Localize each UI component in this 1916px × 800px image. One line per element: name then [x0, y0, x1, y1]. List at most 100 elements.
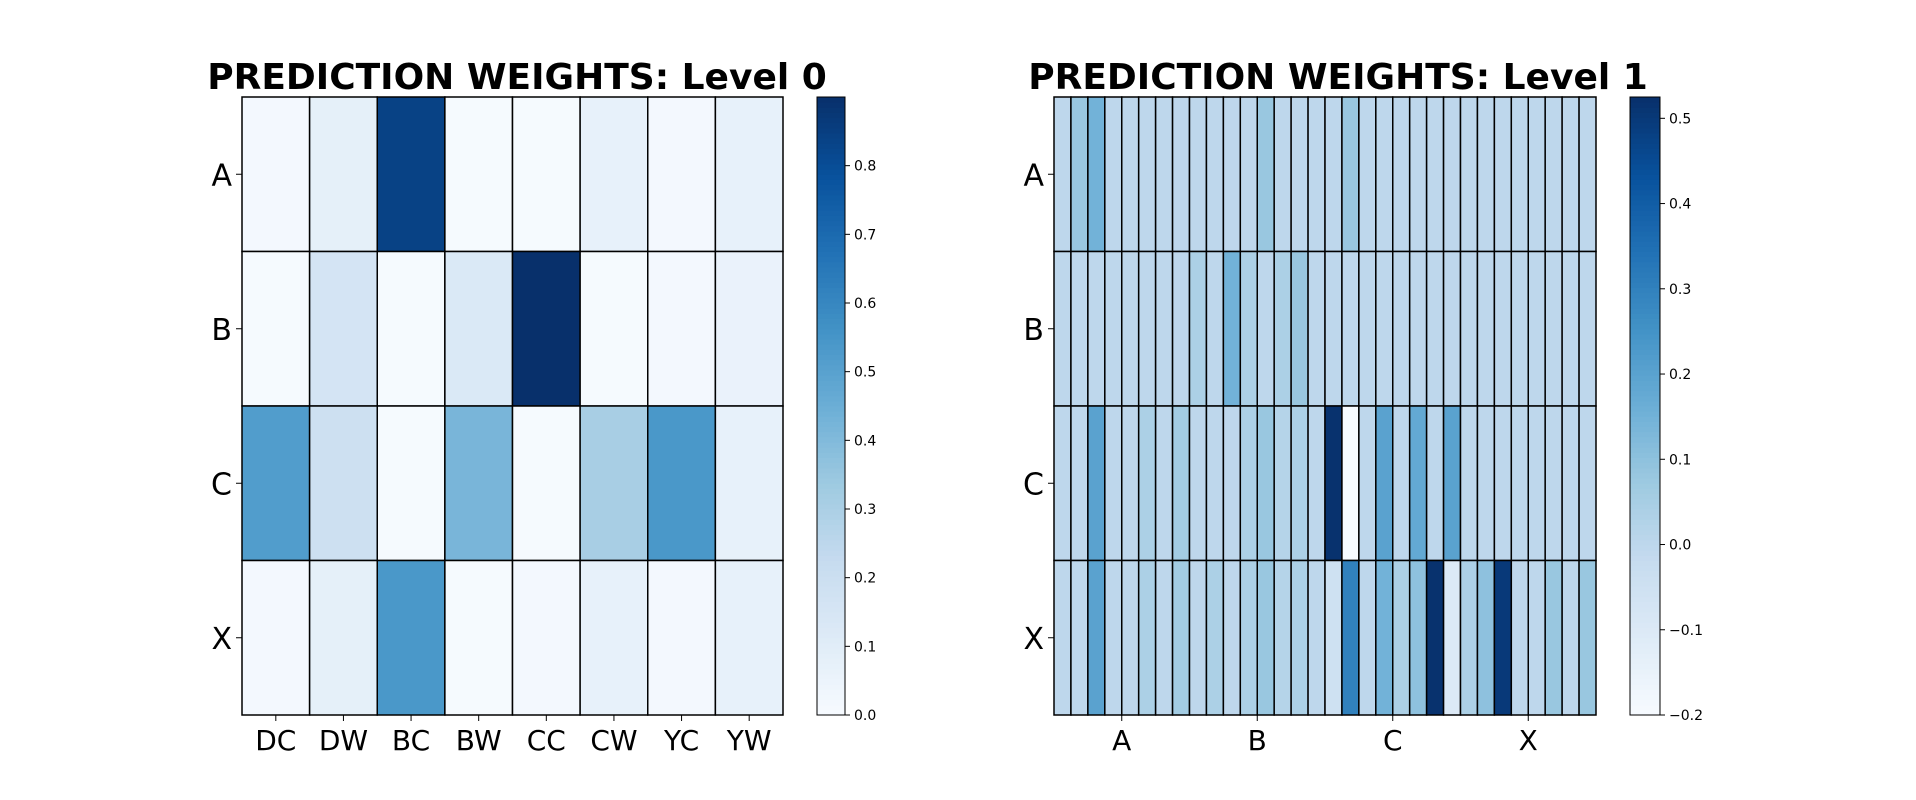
heatmap-cell: [1239, 250, 1258, 407]
colorbar-segment: [1630, 478, 1660, 484]
column-label: CW: [590, 724, 637, 757]
heatmap-cell: [1459, 559, 1479, 716]
heatmap-cell: [308, 250, 378, 407]
heatmap-cell: [647, 250, 717, 407]
heatmap-cell: [1442, 559, 1462, 716]
row-label: A: [211, 158, 232, 193]
heatmap-cell: [1442, 405, 1462, 562]
heatmap-cell: [1425, 559, 1445, 716]
colorbar-segment: [817, 406, 845, 412]
colorbar-segment: [1630, 709, 1660, 716]
colorbar-segment: [1630, 112, 1660, 119]
colorbar-segment: [817, 328, 845, 335]
colorbar-segment: [817, 112, 845, 119]
heatmap-cell: [1578, 96, 1597, 253]
colorbar-segment: [817, 390, 845, 397]
heatmap-cell: [1137, 405, 1157, 562]
heatmap-cell: [1358, 96, 1377, 253]
colorbar-segment: [1630, 359, 1660, 366]
colorbar-segment: [817, 138, 845, 144]
heatmap-cell: [511, 250, 581, 407]
colorbar-segment: [817, 663, 845, 670]
row-label: X: [211, 622, 232, 657]
heatmap-cell: [1510, 250, 1529, 407]
colorbar-segment: [817, 225, 845, 232]
colorbar-segment: [817, 117, 845, 124]
colorbar-segment: [1630, 225, 1660, 232]
heatmap-cell: [1341, 559, 1360, 716]
colorbar-segment: [1630, 431, 1660, 438]
heatmap-cell: [1493, 405, 1513, 562]
colorbar-segment: [1630, 163, 1660, 170]
colorbar: −0.2 −0.1 0.0 0.1 0.2 0.3 0.4 0.5: [1629, 96, 1703, 724]
colorbar-segment: [817, 97, 845, 103]
colorbar-frame: [1629, 96, 1661, 716]
heatmap-cell: [241, 405, 311, 562]
colorbar-segment: [1630, 452, 1660, 458]
column-label: YC: [663, 724, 699, 757]
colorbar-segment: [1630, 421, 1660, 428]
colorbar-segment: [817, 158, 845, 165]
heatmap-cell: [647, 405, 717, 562]
colorbar-segment: [1630, 632, 1660, 639]
heatmap-cell: [1459, 96, 1479, 253]
heatmap-cell: [1154, 405, 1174, 562]
heatmap-level-1: PREDICTION WEIGHTS: Level 1 A B C X A B C X −0…: [1023, 57, 1703, 757]
colorbar-segment: [1630, 699, 1660, 706]
colorbar-segment: [1630, 648, 1660, 654]
colorbar-segment: [1630, 462, 1660, 469]
colorbar-segment: [1630, 349, 1660, 355]
colorbar-segment: [817, 359, 845, 366]
colorbar-segment: [817, 205, 845, 211]
heatmap-cell: [1053, 405, 1072, 562]
colorbar-segment: [1630, 472, 1660, 479]
colorbar-segment: [1630, 555, 1660, 561]
colorbar-segment: [1630, 447, 1660, 453]
colorbar-segment: [1630, 637, 1660, 644]
colorbar-segment: [1630, 570, 1660, 577]
colorbar-segment: [817, 689, 845, 695]
heatmap-cell: [308, 405, 378, 562]
colorbar-segment: [1630, 158, 1660, 165]
colorbar-segment: [817, 550, 845, 556]
heatmap-cell: [241, 96, 311, 253]
heatmap-cell: [1205, 559, 1225, 716]
colorbar-segment: [1630, 575, 1660, 582]
colorbar-segment: [817, 586, 845, 592]
colorbar-segment: [1630, 601, 1660, 608]
colorbar-segment: [817, 673, 845, 680]
colorbar: 0.0 0.1 0.2 0.3 0.4 0.5 0.6 0.7 0.8: [816, 96, 876, 724]
heatmap-cell: [1307, 405, 1326, 562]
heatmap-cell: [1137, 250, 1157, 407]
colorbar-segment: [817, 519, 845, 525]
colorbar-segment: [1630, 426, 1660, 433]
column-label: BW: [456, 724, 502, 757]
heatmap-cell: [1070, 96, 1089, 253]
colorbar-segment: [817, 369, 845, 376]
colorbar-segment: [1630, 581, 1660, 587]
colorbar-tick-label: 0.4: [1669, 197, 1691, 213]
colorbar-segment: [1630, 205, 1660, 211]
heatmap-cell: [579, 96, 649, 253]
heatmap-cell: [1222, 250, 1242, 407]
heatmap-cell: [376, 559, 446, 716]
colorbar-segment: [1630, 246, 1660, 252]
heatmap-cell: [1476, 405, 1496, 562]
colorbar-segment: [817, 174, 845, 180]
colorbar-segment: [1630, 189, 1660, 196]
colorbar-segment: [1630, 179, 1660, 186]
colorbar-segment: [1630, 292, 1660, 299]
colorbar-segment: [1630, 663, 1660, 670]
colorbar-segment: [817, 653, 845, 659]
colorbar-segment: [1630, 545, 1660, 551]
colorbar-segment: [817, 426, 845, 433]
colorbar-segment: [817, 565, 845, 572]
heatmap-cell: [1324, 405, 1343, 562]
colorbar-segment: [1630, 333, 1660, 340]
heatmap-cell: [1459, 405, 1479, 562]
column-group-label: C: [1383, 724, 1403, 757]
colorbar-segment: [1630, 272, 1660, 278]
heatmap-cell: [1273, 96, 1292, 253]
heatmap-cell: [1425, 96, 1445, 253]
